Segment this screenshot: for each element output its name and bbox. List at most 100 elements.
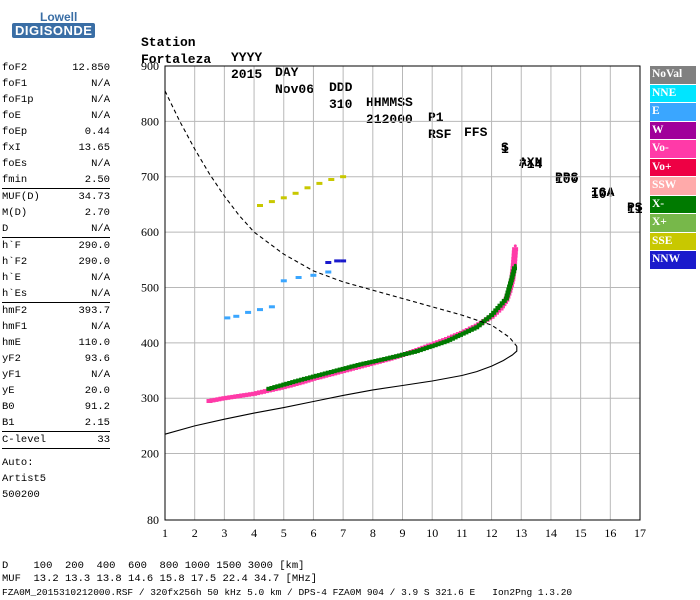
header-label: IGA [591, 185, 615, 200]
param-name: h`E [2, 272, 21, 284]
param-row: foF2 12.850 [2, 60, 110, 76]
trace-mark [455, 334, 461, 339]
trace-mark [319, 372, 325, 377]
x-tick-label: 15 [575, 526, 587, 540]
data-point [415, 349, 419, 353]
scatter-point [257, 204, 263, 207]
data-point [252, 392, 256, 396]
legend-item-ssw: SSW [650, 177, 696, 195]
param-row: B1 2.15 [2, 415, 110, 431]
param-value: 91.2 [84, 401, 110, 413]
legend-item-vo: Vo+ [650, 158, 696, 176]
trace-mark [373, 359, 379, 363]
data-point [445, 339, 449, 343]
x-tick-label: 7 [340, 526, 346, 540]
trace-mark [308, 375, 313, 380]
trace-mark [376, 358, 382, 363]
param-row: foF1p N/A [2, 92, 110, 108]
param-value: 20.0 [84, 385, 110, 397]
trace-mark [403, 352, 408, 356]
x-tick-label: 2 [192, 526, 198, 540]
param-value: 110.0 [78, 337, 110, 349]
trace-mark [429, 344, 435, 349]
param-value: 2.70 [84, 207, 110, 219]
header-label: Station [141, 35, 196, 50]
scatter-point [233, 314, 240, 318]
trace-mark [507, 284, 513, 289]
y-tick-label: 80 [147, 513, 159, 527]
scatter-point [280, 196, 287, 200]
trace-mark [458, 332, 463, 337]
param-value: 393.7 [78, 305, 110, 317]
auto-line: Auto: [2, 457, 34, 469]
trace-mark [506, 287, 512, 292]
trace-mark [512, 266, 517, 271]
param-name: B1 [2, 417, 15, 429]
legend-item-x: X+ [650, 214, 696, 232]
param-name: foF1 [2, 78, 28, 90]
trace-mark [441, 340, 447, 345]
param-row: h`F 290.0 [2, 238, 110, 254]
trace-mark [364, 361, 370, 365]
param-row: MUF(D) 34.73 [2, 189, 110, 205]
trace-mark [370, 359, 376, 364]
trace-mark [316, 373, 322, 378]
param-value: N/A [91, 158, 110, 170]
param-value: N/A [91, 321, 110, 333]
data-point [475, 325, 479, 329]
param-name: M(D) [2, 207, 28, 219]
data-point [356, 363, 360, 367]
trace-mark [331, 369, 337, 374]
param-name: D [2, 223, 9, 235]
trace-mark [284, 381, 290, 386]
param-value: N/A [91, 110, 110, 122]
header-value-ps: 11 [627, 202, 643, 217]
param-row: hmE 110.0 [2, 335, 110, 351]
header-value-station: Fortaleza [141, 52, 212, 67]
param-row: B0 91.2 [2, 399, 110, 415]
scatter-point [280, 279, 287, 283]
param-name: foE [2, 110, 21, 122]
y-tick-label: 200 [141, 447, 159, 461]
trace-mark [352, 363, 358, 368]
legend-item-vo: Vo- [650, 140, 696, 158]
trace-mark [391, 354, 397, 359]
param-value: 33 [97, 434, 110, 446]
param-name: h`Es [2, 288, 28, 300]
scatter-point [334, 259, 341, 263]
plot-frame [164, 65, 641, 521]
header-value-p1: RSF [428, 127, 452, 142]
param-name: C-level [2, 434, 47, 446]
logo-digisonde: DIGISONDE [12, 23, 96, 38]
param-row: foE N/A [2, 108, 110, 124]
trace-mark [382, 357, 388, 361]
trace-mark [508, 278, 514, 283]
param-value: 0.44 [84, 126, 110, 138]
trace-mark [310, 374, 316, 379]
param-separator [2, 188, 110, 189]
trace-mark [423, 346, 429, 351]
scatter-point [325, 270, 332, 274]
x-tick-label: 9 [400, 526, 406, 540]
header-label: PPS [555, 170, 579, 185]
param-row: hmF2 393.7 [2, 303, 110, 319]
header-label: YYYY [231, 50, 263, 65]
trace-mark [452, 335, 458, 340]
trace-mark [290, 380, 296, 385]
trace-mark [435, 342, 441, 347]
trace-mark [340, 366, 346, 371]
data-point [326, 371, 330, 375]
x-tick-label: 8 [370, 526, 376, 540]
trace-mark [486, 315, 492, 320]
param-value: N/A [91, 94, 110, 106]
x-tick-label: 11 [456, 526, 468, 540]
trace-mark [511, 269, 517, 274]
legend-item-e: E [650, 103, 696, 121]
param-value: 2.15 [84, 417, 110, 429]
x-tick-label: 4 [251, 526, 257, 540]
trace-mark [281, 382, 287, 387]
param-row: fmin 2.50 [2, 172, 110, 188]
x-tick-label: 16 [604, 526, 616, 540]
data-point [267, 387, 271, 391]
